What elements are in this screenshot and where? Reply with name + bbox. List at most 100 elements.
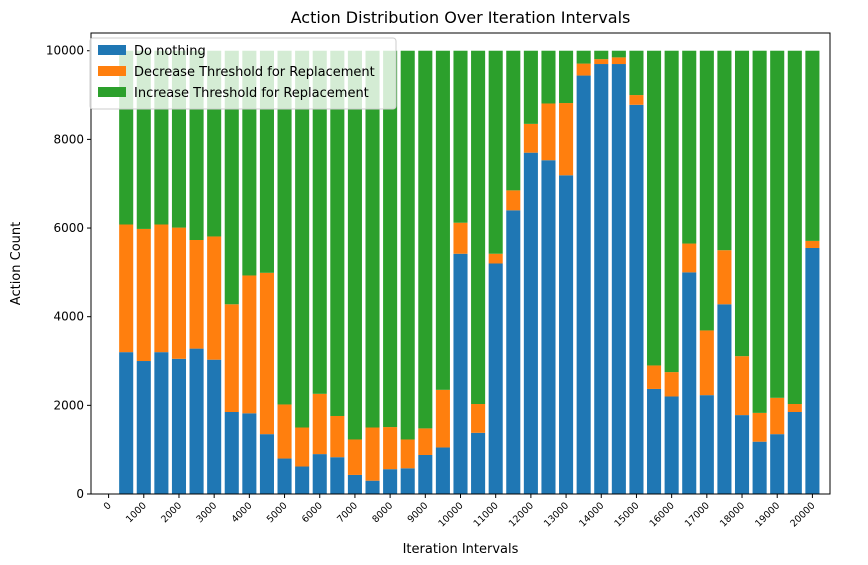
bar-1-18500 [752,441,767,494]
bar-2-11500 [506,190,521,211]
bar-3-18000 [734,50,750,357]
bar-2-15500 [647,365,662,389]
bar-2-7500 [365,427,380,481]
bar-2-17000 [699,330,714,396]
bar-1-13500 [576,75,591,495]
bar-1-11500 [506,210,521,495]
legend-box [89,37,397,110]
x-tick-label: 1000 [124,500,149,525]
bar-1-19500 [787,411,802,494]
bar-1-1000 [136,361,151,494]
x-tick-label: 10000 [436,500,465,529]
bar-2-12500 [541,103,556,161]
bar-1-9000 [418,454,433,494]
x-tick-label: 9000 [406,500,431,525]
bar-1-8000 [383,469,398,494]
bar-2-2500 [189,240,204,349]
bar-3-15000 [629,50,644,96]
y-tick-label: 6000 [53,221,84,235]
x-tick-label: 2000 [159,500,184,525]
bar-2-13500 [576,63,591,76]
x-tick-label: 12000 [507,500,536,529]
bar-3-9500 [435,50,450,390]
x-tick-label: 6000 [300,500,325,525]
bar-1-14500 [611,64,626,495]
x-tick-label: 20000 [788,500,817,529]
bar-1-12500 [541,160,556,494]
bar-3-12000 [523,50,538,124]
bar-3-10000 [453,50,468,223]
x-tick-label: 7000 [335,500,360,525]
bar-2-19500 [787,404,802,412]
bar-1-500 [119,352,134,494]
bar-1-3000 [207,359,222,494]
x-tick-label: 3000 [194,500,219,525]
bar-3-20000 [805,50,820,241]
bar-2-3000 [207,236,222,360]
bar-1-2500 [189,348,204,494]
bar-3-19500 [787,50,802,405]
bar-2-8500 [400,439,415,469]
bar-1-7000 [347,474,362,494]
bar-2-5500 [295,427,310,467]
bar-2-20000 [805,240,820,248]
bar-2-11000 [488,253,503,264]
bar-2-13000 [559,103,574,176]
bar-2-9000 [418,428,433,455]
bar-1-17000 [699,395,714,494]
bar-2-10500 [471,404,486,433]
bar-1-6000 [312,454,327,494]
bar-1-17500 [717,304,732,494]
bar-2-4000 [242,275,257,414]
bar-3-13000 [559,50,574,104]
y-tick-label: 10000 [46,44,84,58]
x-tick-label: 0 [102,500,114,512]
x-tick-label: 17000 [683,500,712,529]
bar-2-5000 [277,404,292,459]
bar-1-20000 [805,247,820,494]
legend-swatch-2 [98,66,126,76]
bar-1-4500 [259,434,274,494]
bar-1-11000 [488,263,503,494]
x-tick-label: 11000 [472,500,501,529]
bar-1-14000 [594,64,609,495]
bar-2-16000 [664,372,679,397]
bar-2-16500 [682,243,697,273]
bar-1-19000 [770,434,785,494]
bar-1-13000 [559,175,574,494]
x-tick-label: 8000 [370,500,395,525]
bar-1-10500 [471,432,486,494]
bar-1-10000 [453,253,468,494]
bar-2-3500 [224,304,239,412]
bar-3-14500 [611,50,626,58]
bar-3-6000 [312,50,327,394]
bar-2-6500 [330,415,345,458]
bar-1-9500 [435,447,450,494]
legend: Do nothing Decrease Threshold for Replace… [89,37,397,110]
legend-swatch-3 [98,87,126,97]
legend-label-3: Increase Threshold for Replacement [134,86,369,101]
bar-2-18500 [752,412,767,442]
x-tick-label: 5000 [265,500,290,525]
bar-3-7500 [365,50,380,428]
x-tick-label: 16000 [648,500,677,529]
bar-2-19000 [770,397,785,435]
bar-3-6500 [330,50,345,416]
x-tick-label: 18000 [718,500,747,529]
x-axis-label: Iteration Intervals [403,542,519,557]
chart-title: Action Distribution Over Iteration Inter… [291,8,631,27]
bar-3-18500 [752,50,767,413]
bar-3-16500 [682,50,697,244]
bar-1-16000 [664,396,679,494]
bar-3-13500 [576,50,591,64]
y-axis: 0 2000 4000 6000 8000 10000 [46,44,91,501]
y-tick-label: 0 [76,487,84,501]
bar-3-5000 [277,50,292,405]
bar-3-7000 [347,50,362,440]
bar-1-15000 [629,104,644,494]
bar-2-4500 [259,272,274,435]
bar-1-5000 [277,458,292,494]
y-tick-label: 2000 [53,398,84,412]
bar-3-5500 [295,50,310,428]
bar-2-18000 [734,356,750,416]
